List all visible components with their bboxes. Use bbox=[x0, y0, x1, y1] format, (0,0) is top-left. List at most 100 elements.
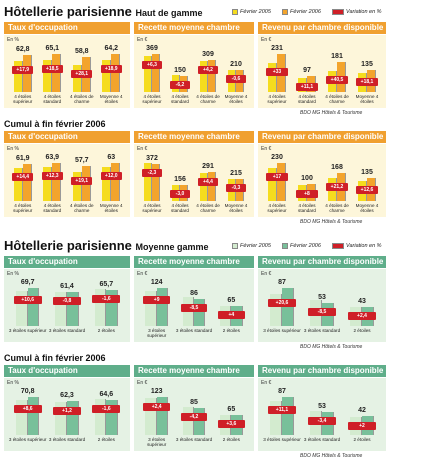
x-tick-label: 4 étoiles de charme bbox=[70, 203, 94, 214]
plot: En % 3 étoiles supérieur 69,7 +10,6 3 étoile… bbox=[4, 269, 130, 342]
bar bbox=[156, 287, 168, 326]
variation-flag: -0,6 bbox=[225, 75, 247, 84]
variation-flag: +12,6 bbox=[356, 185, 378, 194]
chart-panel: Recette moyenne chambre En € 4 étoiles sup… bbox=[134, 131, 254, 217]
value-label: 123 bbox=[150, 387, 163, 395]
unit: En € bbox=[261, 146, 272, 152]
bar bbox=[13, 60, 23, 92]
value-label: 86 bbox=[190, 290, 198, 298]
legend-swatch bbox=[282, 243, 288, 249]
value-label: 369 bbox=[146, 44, 158, 52]
variation-flag: +1,2 bbox=[52, 406, 82, 415]
bar bbox=[52, 162, 62, 201]
value-label: 230 bbox=[271, 153, 283, 161]
variation-flag: +8 bbox=[296, 190, 318, 199]
value-label: 65,1 bbox=[45, 44, 60, 52]
value-label: 63,9 bbox=[45, 153, 60, 161]
x-tick-label: 3 étoiles standard bbox=[48, 328, 86, 333]
variation-flag: +19,1 bbox=[71, 176, 93, 185]
bar bbox=[199, 172, 208, 201]
bar bbox=[208, 59, 217, 92]
section-title: Hôtellerie parisienne Haut de gamme bbox=[4, 4, 203, 19]
bar bbox=[15, 291, 28, 326]
variation-flag: +28,1 bbox=[71, 69, 93, 78]
variation-flag: +14,4 bbox=[12, 173, 34, 182]
source: BDO MG Hôtels & Tourisme bbox=[300, 110, 363, 116]
variation-flag: +4,2 bbox=[197, 66, 219, 75]
source: BDO MG Hôtels & Tourisme bbox=[300, 344, 363, 350]
value-label: 87 bbox=[278, 387, 286, 395]
x-tick-label: 2 étoiles bbox=[97, 328, 115, 333]
legend-label: Février 2005 bbox=[240, 9, 271, 15]
bar bbox=[106, 399, 119, 435]
value-label: 156 bbox=[174, 176, 186, 184]
bar bbox=[15, 399, 28, 435]
x-tick-label: 4 étoiles standard bbox=[171, 203, 189, 214]
value-label: 215 bbox=[230, 170, 242, 178]
bar bbox=[199, 61, 208, 92]
chart-panel: Recette moyenne chambre En € 4 étoiles sup… bbox=[134, 22, 254, 108]
bar bbox=[55, 401, 67, 435]
x-tick-label: Moyenne 4 étoiles bbox=[224, 203, 248, 214]
value-label: 97 bbox=[303, 66, 311, 74]
unit: En € bbox=[261, 37, 272, 43]
unit: En % bbox=[7, 37, 19, 43]
value-label: 65 bbox=[227, 296, 236, 304]
value-label: 53 bbox=[318, 402, 326, 410]
value-label: 210 bbox=[230, 61, 242, 69]
variation-flag: -3,0 bbox=[169, 190, 191, 199]
x-tick-label: Moyenne 4 étoiles bbox=[99, 94, 123, 105]
variation-flag: +18,9 bbox=[100, 65, 122, 74]
x-tick-label: 4 étoiles standard bbox=[43, 94, 62, 105]
bar bbox=[13, 168, 23, 201]
x-tick-label: 3 étoiles supérieur bbox=[147, 328, 167, 339]
plot: En € 4 étoiles supérieur 231 +33 4 étoiles s… bbox=[258, 35, 386, 108]
value-label: 65 bbox=[227, 405, 236, 413]
chart-panel: Revenu par chambre disponible En € 4 étoil… bbox=[258, 22, 386, 108]
x-tick-label: 4 étoiles de charme bbox=[196, 94, 220, 105]
bar bbox=[72, 171, 82, 201]
value-label: 65,7 bbox=[99, 280, 114, 288]
x-tick-label: 3 étoiles standard bbox=[303, 437, 341, 442]
chart-panel: Revenu par chambre disponible En € 4 étoil… bbox=[258, 131, 386, 217]
x-tick-label: 4 étoiles de charme bbox=[325, 94, 349, 105]
plot: En % 4 étoiles supérieur 61,9 +14,4 4 étoile… bbox=[4, 144, 130, 217]
source: BDO MG Hôtels & Tourisme bbox=[300, 453, 363, 459]
bar bbox=[67, 292, 79, 326]
bar bbox=[111, 54, 121, 92]
section-title: Hôtellerie parisienne Moyenne gamme bbox=[4, 238, 209, 253]
x-tick-label: 4 étoiles standard bbox=[43, 203, 62, 214]
variation-flag: +11,1 bbox=[296, 82, 318, 91]
x-tick-label: 3 étoiles standard bbox=[48, 437, 86, 442]
variation-flag: +11,1 bbox=[267, 405, 297, 414]
bar bbox=[143, 55, 152, 92]
chart-panel: Recette moyenne chambre En € 3 étoiles sup… bbox=[134, 365, 254, 451]
value-label: 87 bbox=[278, 278, 286, 286]
x-tick-label: 3 étoiles supérieur bbox=[8, 328, 47, 333]
variation-flag: +18,1 bbox=[356, 78, 378, 87]
plot: En € 4 étoiles supérieur 372 -2,3 4 étoiles … bbox=[134, 144, 254, 217]
value-label: 100 bbox=[301, 175, 313, 183]
bar bbox=[52, 53, 62, 92]
value-label: 168 bbox=[331, 163, 343, 171]
legend-label: Variation en % bbox=[346, 9, 382, 15]
subtitle: Haut de gamme bbox=[135, 8, 203, 18]
value-label: 181 bbox=[331, 52, 343, 60]
x-tick-label: 4 étoiles supérieur bbox=[267, 94, 287, 105]
bar bbox=[194, 408, 206, 435]
x-tick-label: 4 étoiles supérieur bbox=[267, 203, 287, 214]
variation-flag: -8,5 bbox=[307, 307, 337, 316]
title: Hôtellerie parisienne bbox=[4, 4, 132, 19]
x-tick-label: Moyenne 4 étoiles bbox=[355, 203, 379, 214]
bar bbox=[111, 163, 121, 201]
bar bbox=[152, 163, 161, 201]
bar bbox=[106, 289, 119, 326]
legend-swatch bbox=[332, 243, 344, 249]
value-label: 43 bbox=[358, 298, 366, 306]
chart-title: Revenu par chambre disponible bbox=[258, 256, 386, 268]
variation-flag: +2,4 bbox=[143, 402, 171, 411]
unit: En € bbox=[261, 271, 272, 277]
bar bbox=[143, 162, 152, 201]
x-tick-label: 4 étoiles de charme bbox=[196, 203, 220, 214]
variation-flag: +12,0 bbox=[100, 172, 122, 181]
